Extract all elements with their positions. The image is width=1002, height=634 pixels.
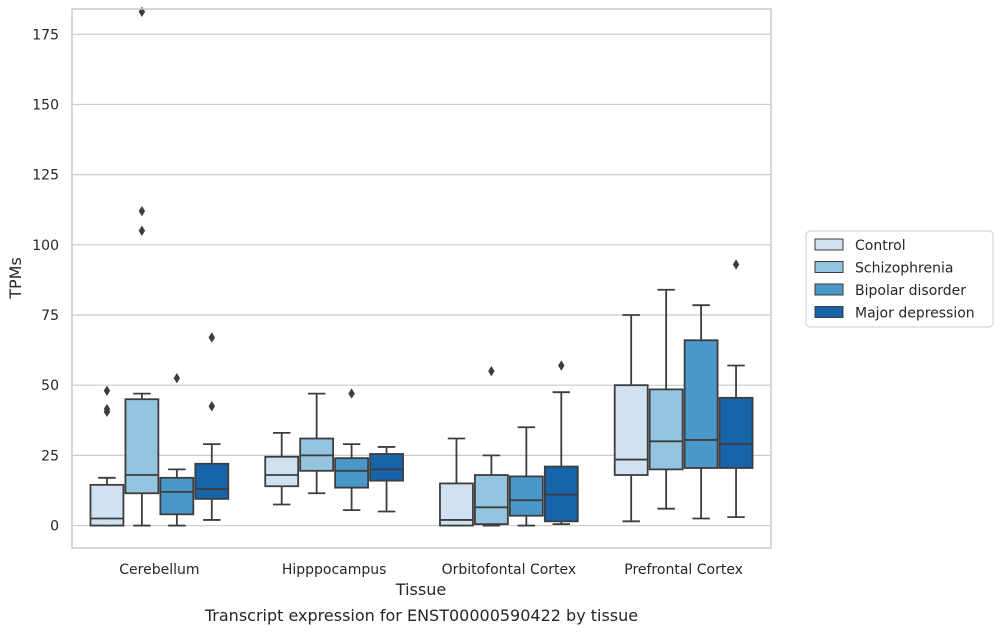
outlier-point: [138, 225, 146, 236]
box-0-2: [439, 437, 474, 527]
box-2-0: [159, 372, 195, 527]
outlier-point: [208, 401, 216, 412]
legend-label: Bipolar disorder: [855, 283, 966, 299]
y-tick-label: 50: [41, 378, 59, 394]
x-tick-label: Orbitofontal Cortex: [442, 562, 577, 578]
box-body: [159, 476, 195, 516]
legend-label: Major depression: [855, 306, 975, 322]
box-body: [683, 339, 719, 469]
box-0-3: [613, 314, 649, 523]
box-3-2: [543, 360, 579, 526]
outlier-point: [103, 403, 111, 415]
legend-swatch: [814, 283, 844, 296]
x-tick-label: Cerebellum: [119, 562, 199, 578]
y-tick-label: 25: [41, 448, 59, 464]
outlier-point: [208, 332, 216, 343]
x-axis-label: Tissue: [395, 580, 446, 599]
y-tick-label: 0: [50, 519, 59, 535]
outlier-point: [348, 388, 355, 399]
box-body: [264, 455, 300, 488]
outlier-point: [138, 205, 146, 217]
box-0-0: [89, 385, 125, 527]
legend-frame: [805, 230, 994, 328]
y-tick-label: 75: [41, 308, 59, 324]
box-body: [124, 398, 160, 495]
plot-marks: [89, 6, 754, 527]
x-tick-label: Hipppocampus: [282, 562, 387, 578]
outlier-point: [558, 360, 565, 371]
box-1-2: [474, 365, 509, 527]
x-tick-label: Prefrontal Cortex: [624, 562, 743, 578]
box-body: [89, 483, 125, 527]
legend-swatch: [814, 306, 844, 318]
y-tick-label: 125: [32, 168, 59, 184]
outlier-point: [138, 6, 146, 17]
box-body: [508, 475, 544, 517]
y-tick-label: 150: [32, 97, 59, 113]
legend-label: Schizophrenia: [855, 261, 953, 277]
box-body: [474, 474, 509, 526]
outlier-point: [732, 259, 740, 270]
box-body: [718, 396, 754, 469]
legend: Control Schizophrenia Bipolar disorder Majo…: [805, 230, 994, 328]
box-body: [369, 453, 404, 482]
box-0-1: [264, 432, 300, 506]
grid-lines: [72, 33, 771, 527]
legend-swatch: [814, 261, 844, 273]
box-3-1: [369, 446, 404, 513]
box-body: [334, 457, 369, 489]
box-body: [613, 384, 649, 476]
legend-swatch: [814, 238, 844, 251]
box-2-1: [334, 388, 369, 512]
box-1-0: [124, 6, 160, 527]
legend-label: Control: [855, 238, 906, 254]
box-body: [648, 388, 684, 471]
figure-caption: Transcript expression for ENST0000059042…: [204, 606, 639, 625]
y-tick-label: 175: [32, 27, 59, 43]
box-3-0: [194, 332, 230, 521]
outlier-point: [103, 385, 111, 396]
box-body: [439, 482, 474, 527]
box-1-3: [648, 288, 684, 510]
y-tick-labels: 0 25 50 75 100 125 150 175: [32, 27, 59, 534]
x-tick-labels: Cerebellum Hipppocampus Orbitofontal Corte…: [119, 562, 743, 578]
box-body: [194, 462, 230, 500]
box-2-3: [683, 304, 719, 520]
box-3-3: [718, 259, 754, 519]
box-2-2: [508, 426, 544, 527]
outlier-point: [488, 365, 495, 377]
plot-frame: [71, 8, 772, 549]
y-tick-label: 100: [32, 238, 59, 254]
box-1-1: [299, 392, 335, 495]
y-axis-label: TPMs: [6, 257, 25, 300]
outlier-point: [173, 372, 181, 384]
